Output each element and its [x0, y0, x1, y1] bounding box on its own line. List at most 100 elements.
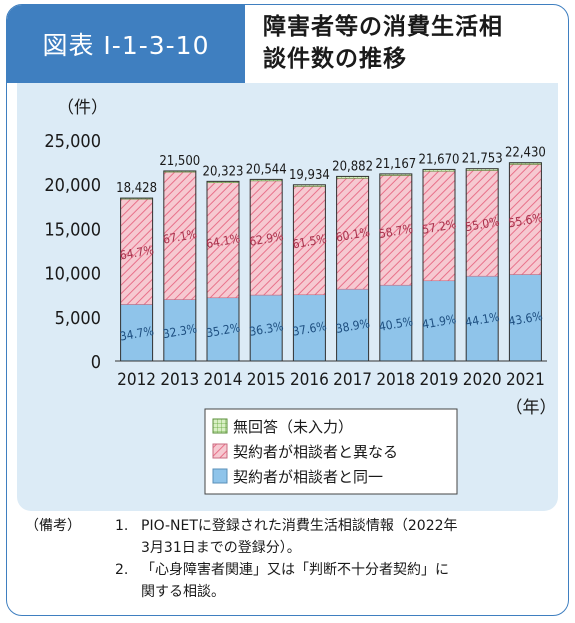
legend-swatch-0: [212, 418, 228, 434]
bar-outline-2021: [508, 162, 542, 362]
bar-segment-2020-0: [465, 275, 499, 362]
bar-segment-2016-0: [293, 294, 326, 362]
bar-segment-2017-1: [336, 177, 369, 290]
legend-box: [204, 408, 458, 495]
notes: （備考） 1. PIO-NETに登録された消費生活相談情報（2022年 3月31…: [25, 515, 565, 603]
figure-label: 図表 I-1-3-10: [7, 5, 245, 83]
total-label-2017: 20,882: [332, 159, 373, 174]
note-1-number: 1.: [115, 518, 129, 534]
bar-segment-2017-0: [336, 288, 369, 362]
legend-label-2: 契約者が相談者と同一: [233, 468, 383, 486]
legend-label-1: 契約者が相談者と異なる: [233, 443, 398, 461]
total-label-2020: 21,753: [462, 152, 503, 167]
note-row-2b: 関する相談。: [25, 581, 565, 603]
bar-segment-2021-1: [509, 164, 542, 275]
bar-outline-2016: [292, 184, 326, 362]
x-tick-label-2020: 2020: [463, 370, 502, 390]
bar-segment-2019-1: [422, 170, 456, 282]
bar-segment-2012-1: [120, 198, 153, 305]
segment-label-2019-0: 41.9%: [421, 312, 457, 332]
x-tick-label-2018: 2018: [376, 370, 415, 390]
figure-header: 図表 I-1-3-10 障害者等の消費生活相 談件数の推移: [7, 5, 568, 83]
bar-outline-2013: [163, 170, 197, 362]
figure-title-line-2: 談件数の推移: [263, 46, 407, 72]
x-axis-unit: （年）: [506, 398, 557, 418]
y-tick-label: 25,000: [44, 131, 101, 152]
bar-segment-2013-0: [163, 299, 197, 362]
x-tick-label-2013: 2013: [160, 370, 199, 390]
segment-label-2013-0: 32.3%: [162, 321, 198, 341]
segment-label-2012-1: 64.7%: [119, 243, 155, 263]
bar-outline-2020: [465, 168, 499, 362]
total-label-2013: 21,500: [159, 154, 200, 169]
figure-title-line-1: 障害者等の消費生活相: [263, 14, 503, 40]
bar-outline-2019: [422, 168, 456, 362]
segment-label-2012-0: 34.7%: [119, 324, 155, 344]
segment-label-2017-0: 38.9%: [335, 316, 371, 336]
x-tick-label-2014: 2014: [204, 370, 243, 390]
chart-panel: （件） 0 5,000 10,000 15,000 20,000 25,000 2012 201…: [17, 83, 558, 511]
x-tick-label-2021: 2021: [506, 370, 545, 390]
bar-segment-2013-1: [163, 171, 197, 300]
y-axis-unit: （件）: [57, 98, 108, 118]
bar-outline-2014: [206, 180, 240, 362]
total-label-2016: 19,934: [289, 168, 330, 183]
total-label-2015: 20,544: [246, 162, 287, 177]
note-row-1: （備考） 1. PIO-NETに登録された消費生活相談情報（2022年: [25, 515, 565, 537]
note-1-line-1: PIO-NETに登録された消費生活相談情報（2022年: [141, 518, 458, 534]
total-label-2018: 21,167: [375, 157, 416, 172]
legend-swatch-2: [212, 468, 228, 484]
x-tick-label-2019: 2019: [420, 370, 459, 390]
notes-head: （備考）: [25, 518, 81, 534]
bar-segment-2014-1: [206, 182, 240, 299]
bar-segment-2020-1: [465, 170, 499, 277]
bar-segment-2016-1: [293, 186, 326, 296]
segment-label-2013-1: 67.1%: [162, 227, 198, 247]
segment-label-2017-1: 60.1%: [335, 225, 371, 245]
segment-label-2019-1: 57.2%: [421, 217, 457, 237]
note-2-line-1: 「心身障害者関連」又は「判断不十分者契約」に: [141, 562, 449, 578]
bar-segment-2015-1: [249, 180, 283, 296]
bar-outline-2015: [249, 178, 283, 362]
y-tick-label: 0: [91, 352, 101, 373]
legend-swatch-1: [212, 443, 228, 459]
legend-label-0: 無回答（未入力）: [233, 418, 353, 436]
y-tick-label: 15,000: [44, 219, 101, 240]
note-2-line-2: 関する相談。: [141, 584, 225, 600]
x-tick-label-2016: 2016: [290, 370, 329, 390]
segment-label-2016-0: 37.6%: [291, 319, 327, 339]
x-tick-label-2015: 2015: [247, 370, 286, 390]
bar-segment-2014-0: [206, 297, 240, 362]
total-label-2019: 21,670: [419, 152, 460, 167]
x-tick-label-2017: 2017: [333, 370, 372, 390]
segment-label-2014-0: 35.2%: [205, 320, 241, 340]
note-row-2: 2. 「心身障害者関連」又は「判断不十分者契約」に: [25, 559, 565, 581]
bar-segment-2015-0: [249, 294, 283, 362]
note-1-line-2: 3月31日までの登録分）。: [141, 540, 301, 556]
segment-label-2018-0: 40.5%: [378, 314, 414, 334]
segment-label-2020-1: 55.0%: [464, 214, 500, 234]
segment-label-2014-1: 64.1%: [205, 231, 241, 251]
figure-title: 障害者等の消費生活相 談件数の推移: [263, 11, 563, 75]
total-label-2021: 22,430: [505, 146, 546, 161]
bar-outline-2018: [379, 173, 413, 362]
figure-frame: 図表 I-1-3-10 障害者等の消費生活相 談件数の推移 （件） 0 5,000 1…: [6, 4, 569, 616]
y-tick-label: 20,000: [44, 175, 101, 196]
total-label-2012: 18,428: [116, 181, 157, 196]
bar-outline-2017: [336, 175, 370, 362]
bar-segment-2019-0: [422, 280, 456, 362]
segment-label-2020-0: 44.1%: [464, 310, 500, 330]
note-2-number: 2.: [115, 562, 129, 578]
total-label-2014: 20,323: [203, 164, 244, 179]
bar-segment-2018-1: [379, 175, 413, 286]
segment-label-2016-1: 61.5%: [291, 232, 327, 252]
segment-label-2015-0: 36.3%: [248, 319, 284, 339]
segment-label-2021-1: 55.6%: [507, 211, 543, 231]
note-row-1b: 3月31日までの登録分）。: [25, 537, 565, 559]
y-tick-label: 10,000: [44, 264, 101, 285]
segment-label-2018-1: 58.7%: [378, 221, 414, 241]
bar-outline-2012: [120, 197, 154, 362]
y-tick-label: 5,000: [55, 308, 101, 329]
x-tick-label-2012: 2012: [117, 370, 156, 390]
